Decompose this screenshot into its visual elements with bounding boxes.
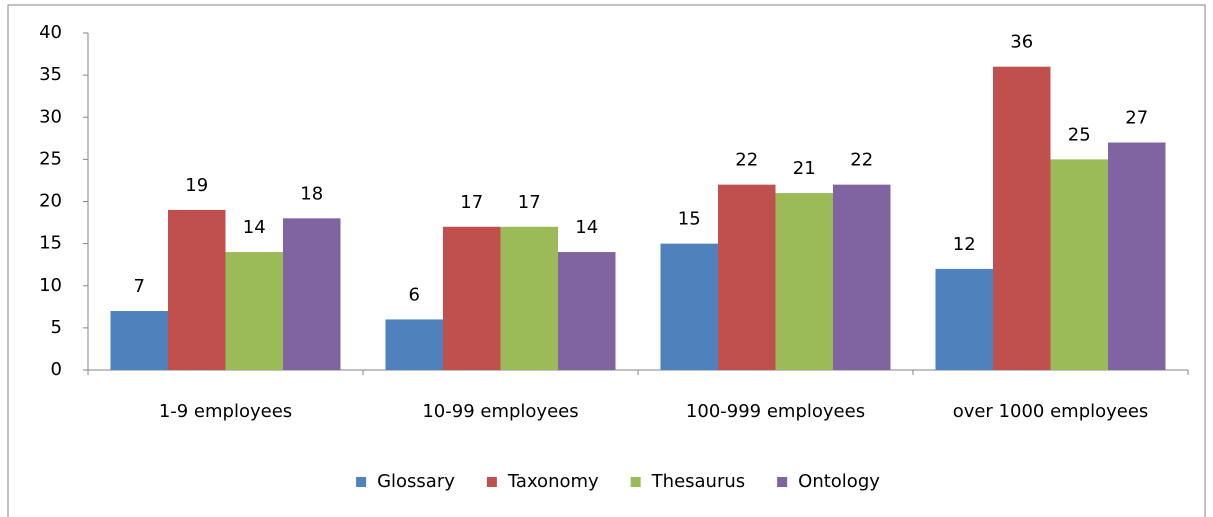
legend-swatch <box>630 477 641 487</box>
bar <box>500 226 558 370</box>
bar <box>558 252 616 370</box>
x-tick-label: 10-99 employees <box>422 401 578 422</box>
y-tick-label: 30 <box>39 106 62 127</box>
legend-label: Glossary <box>377 471 455 492</box>
y-tick-label: 20 <box>39 191 62 212</box>
data-label: 17 <box>518 192 541 213</box>
legend-label: Thesaurus <box>651 471 745 492</box>
bar <box>1050 159 1108 370</box>
data-label: 7 <box>134 276 145 297</box>
data-label: 17 <box>460 192 483 213</box>
data-label: 14 <box>575 217 598 238</box>
bar <box>775 193 833 370</box>
x-tick-label: 1-9 employees <box>159 401 292 422</box>
legend-swatch <box>356 477 367 487</box>
y-tick-label: 40 <box>39 22 62 43</box>
data-label: 19 <box>185 175 208 196</box>
bar <box>993 66 1051 370</box>
legend-swatch <box>777 477 788 487</box>
bar <box>833 184 891 370</box>
y-tick-label: 10 <box>39 275 62 296</box>
data-label: 25 <box>1068 124 1091 145</box>
legend-swatch <box>486 477 497 487</box>
bar <box>385 319 443 370</box>
bar <box>718 184 776 370</box>
x-tick-label: over 1000 employees <box>953 401 1149 422</box>
bar <box>443 226 501 370</box>
x-tick-label: 100-999 employees <box>686 401 865 422</box>
data-label: 27 <box>1125 108 1148 129</box>
data-label: 15 <box>678 209 701 230</box>
legend-label: Ontology <box>798 471 880 492</box>
data-label: 12 <box>953 234 976 255</box>
data-label: 22 <box>735 150 758 171</box>
bar <box>660 243 718 370</box>
bar <box>225 252 283 370</box>
y-tick-label: 5 <box>51 317 62 338</box>
bar <box>110 311 168 370</box>
bar <box>283 218 341 370</box>
data-label: 21 <box>793 158 816 179</box>
data-label: 22 <box>850 150 873 171</box>
data-label: 6 <box>409 284 420 305</box>
y-tick-label: 25 <box>39 148 62 169</box>
bar <box>935 268 993 370</box>
bar <box>1108 142 1166 370</box>
data-label: 36 <box>1010 32 1033 53</box>
bar <box>168 209 226 370</box>
data-label: 14 <box>243 217 266 238</box>
y-tick-label: 0 <box>51 359 62 380</box>
y-tick-label: 15 <box>39 233 62 254</box>
data-label: 18 <box>300 183 323 204</box>
legend-label: Taxonomy <box>507 471 599 492</box>
y-tick-label: 35 <box>39 64 62 85</box>
